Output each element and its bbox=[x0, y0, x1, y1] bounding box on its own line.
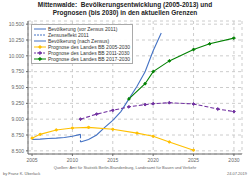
svg-text:10.250: 10.250 bbox=[9, 37, 25, 43]
html-text:Prognose des Landes BB 2017-20: Prognose des Landes BB 2017-2030 bbox=[48, 56, 130, 62]
html-text:24.07.2019: 24.07.2019 bbox=[227, 170, 247, 176]
html-text:Quellen: Amt für Statistik Ber: Quellen: Amt für Statistik Berlin-Brande… bbox=[53, 165, 197, 170]
svg-text:10.000: 10.000 bbox=[9, 53, 25, 59]
svg-text:2015: 2015 bbox=[107, 157, 118, 163]
html-text:Zensuseffekt 2011: Zensuseffekt 2011 bbox=[48, 32, 89, 38]
html-text:Prognose des Landes BB 2005-20: Prognose des Landes BB 2005-2030 bbox=[48, 44, 130, 50]
svg-text:9.750: 9.750 bbox=[11, 68, 24, 74]
html-text:Bevölkerung (vor Zensus 2011): Bevölkerung (vor Zensus 2011) bbox=[48, 26, 118, 32]
svg-text:2020: 2020 bbox=[148, 157, 159, 163]
svg-text:10.500: 10.500 bbox=[9, 21, 25, 27]
svg-text:9.500: 9.500 bbox=[11, 84, 24, 90]
html-text:Bevölkerung (nach Zensus): Bevölkerung (nach Zensus) bbox=[48, 38, 110, 44]
svg-text:8.750: 8.750 bbox=[11, 132, 24, 138]
html-text:by Franz K. Überlack: by Franz K. Überlack bbox=[3, 170, 41, 176]
svg-text:2025: 2025 bbox=[188, 157, 199, 163]
svg-text:8.500: 8.500 bbox=[11, 148, 24, 154]
html-text:Prognosen (bis 2030) in den ak: Prognosen (bis 2030) in den aktuellen Gr… bbox=[52, 8, 198, 16]
html-text:Mittenwalde: Bevölkerungsentwi: Mittenwalde: Bevölkerungsentwicklung (20… bbox=[37, 1, 213, 8]
svg-text:2005: 2005 bbox=[26, 157, 37, 163]
svg-text:2010: 2010 bbox=[67, 157, 78, 163]
svg-text:2030: 2030 bbox=[228, 157, 239, 163]
html-text:Prognose des Landes BB 2011-20: Prognose des Landes BB 2011-2030 bbox=[48, 50, 130, 56]
svg-text:9.250: 9.250 bbox=[11, 100, 24, 106]
svg-text:9.000: 9.000 bbox=[11, 116, 24, 122]
